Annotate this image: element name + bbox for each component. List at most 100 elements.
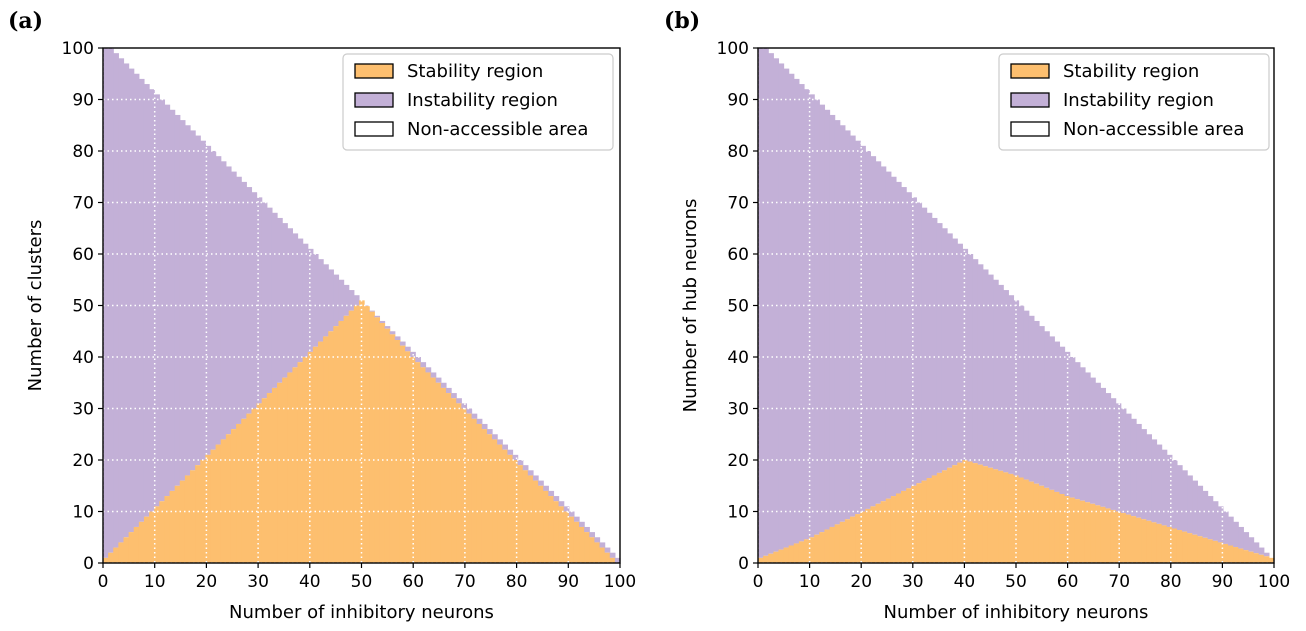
panel-a-cell-stability — [113, 547, 119, 563]
panel-b-cell-instability — [1238, 526, 1244, 549]
panel-b-cell-stability — [931, 475, 938, 563]
panel-b-cell-instability — [895, 181, 902, 494]
panel-b-cell-instability — [1171, 460, 1178, 529]
panel-b-cell-instability — [1161, 449, 1168, 526]
panel-a-cell-instability — [159, 99, 166, 502]
panel-b-cell-instability — [901, 187, 907, 491]
panel-b-xtick-label: 100 — [1258, 572, 1290, 592]
panel-a-cell-stability — [277, 382, 283, 563]
panel-a-cell-stability — [292, 367, 299, 563]
panel-a-cell-stability — [256, 403, 263, 563]
panel-a-cell-instability — [230, 171, 237, 430]
panel-a-xtick-label: 50 — [351, 572, 373, 592]
panel-a-xtick-label: 30 — [247, 572, 269, 592]
panel-a-cell-instability — [538, 480, 544, 486]
panel-b-xtick-label: 90 — [1212, 572, 1234, 592]
panel-a-cell-instability — [451, 393, 457, 399]
panel-a-cell-instability — [256, 197, 263, 404]
panel-b-cell-stability — [1238, 548, 1244, 563]
panel-b-cell-instability — [1028, 315, 1035, 482]
panel-a-cell-instability — [527, 470, 534, 476]
panel-a-cell-stability — [517, 465, 524, 563]
panel-a-cell-instability — [200, 140, 206, 460]
panel-b-cell-instability — [1105, 393, 1112, 509]
panel-b-cell-stability — [1176, 530, 1183, 563]
panel-b-cell-instability — [1228, 516, 1234, 546]
panel-a-cell-instability — [425, 367, 432, 373]
panel-a-cell-stability — [445, 393, 452, 563]
panel-a-cell-instability — [532, 475, 539, 481]
panel-b-cell-instability — [1120, 408, 1127, 514]
panel-a-cell-stability — [481, 429, 488, 563]
panel-b-cell-instability — [936, 223, 943, 473]
panel-a-cell-instability — [399, 341, 406, 346]
panel-b-xtick-label: 40 — [954, 572, 976, 592]
panel-b-cell-instability — [809, 94, 815, 538]
panel-a-cell-instability — [169, 109, 176, 491]
panel-a-cell-instability — [323, 264, 329, 337]
panel-a-cell-stability — [123, 537, 130, 563]
panel-b-cell-instability — [1100, 387, 1107, 507]
panel-a-cell-stability — [220, 439, 227, 563]
panel-b-cell-stability — [819, 532, 826, 563]
panel-a-cell-stability — [251, 408, 258, 563]
panel-a-cell-stability — [471, 418, 478, 563]
panel-a-cell-instability — [481, 423, 488, 430]
panel-b-cell-instability — [987, 274, 994, 468]
panel-b-cell-instability — [834, 120, 841, 525]
panel-b: 0 10 20 30 40 50 60 70 80 90 100 0 10 20 30 40 50 60 70 80 9… — [664, 8, 1290, 623]
panel-b-cell-instability — [1182, 470, 1188, 532]
panel-a-cell-instability — [420, 362, 427, 368]
panel-b-cell-stability — [1202, 537, 1209, 563]
panel-b-cell-instability — [860, 145, 866, 512]
panel-b-cell-instability — [1212, 501, 1219, 541]
panel-b-cell-stability — [860, 511, 866, 563]
panel-b-cell-stability — [844, 519, 851, 563]
panel-b-ytick-label: 20 — [727, 451, 749, 471]
panel-b-xtick-label: 30 — [902, 572, 924, 592]
panel-a-xtick-label: 0 — [98, 572, 109, 592]
panel-a-cell-stability — [118, 542, 125, 563]
panel-a-cell-instability — [271, 212, 278, 388]
panel-b-cell-instability — [829, 114, 836, 527]
panel-a-cell-instability — [312, 254, 319, 347]
panel-a-cell-stability — [190, 470, 196, 563]
panel-a-cell-instability — [302, 243, 309, 357]
panel-b-xtick-label: 20 — [850, 572, 872, 592]
panel-b-cell-stability — [814, 534, 820, 563]
panel-a-cell-instability — [522, 465, 529, 471]
panel-b-cell-instability — [982, 269, 989, 467]
panel-a-cell-stability — [543, 490, 549, 563]
panel-a-cell-stability — [609, 557, 616, 563]
panel-a-cell-stability — [399, 345, 406, 563]
panel-b-cell-stability — [1074, 499, 1081, 563]
panel-a-cell-instability — [205, 145, 212, 455]
panel-a-cell-stability — [271, 387, 278, 563]
panel-b-cell-stability — [1003, 472, 1009, 563]
panel-b-cell-stability — [788, 545, 795, 563]
panel-a-x-axis-label: Number of inhibitory neurons — [229, 602, 494, 623]
panel-b-ytick-label: 40 — [727, 348, 749, 368]
panel-b-cell-instability — [947, 233, 953, 468]
panel-b-cell-stability — [1095, 505, 1101, 563]
panel-a-legend-label: Instability region — [407, 90, 558, 111]
panel-a-cell-instability — [133, 73, 140, 527]
panel-a-cell-instability — [599, 542, 606, 548]
panel-a-legend: Stability region Instability region Non-ac… — [342, 53, 614, 151]
panel-a-cell-instability — [394, 336, 401, 341]
panel-a-cell-instability — [282, 223, 288, 378]
panel-a-cell-stability — [246, 413, 253, 563]
panel-b-cell-instability — [931, 217, 938, 476]
panel-a-cell-instability — [548, 490, 555, 497]
panel-b-cell-stability — [901, 490, 907, 563]
panel-a-cell-instability — [584, 526, 590, 533]
panel-a-cell-stability — [282, 377, 288, 563]
panel-b-cell-instability — [1176, 465, 1183, 531]
panel-a-cell-instability — [210, 151, 217, 450]
panel-a-cell-stability — [374, 317, 381, 563]
panel-a-cell-instability — [364, 305, 370, 307]
panel-a-cell-stability — [604, 552, 611, 563]
panel-b-cell-stability — [1182, 531, 1188, 563]
panel-a-cell-stability — [594, 542, 601, 563]
panel-b-cell-instability — [849, 135, 856, 517]
